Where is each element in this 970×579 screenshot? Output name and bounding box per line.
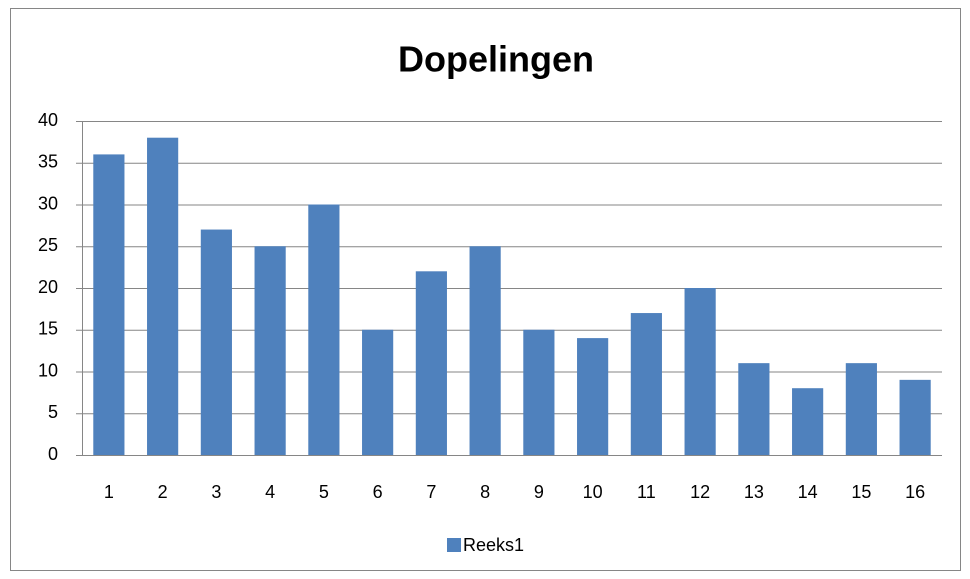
y-tick-label: 30 [38,193,58,213]
x-tick-label: 16 [905,482,925,502]
x-tick-label: 14 [798,482,818,502]
bar [684,288,716,455]
y-tick-label: 5 [48,402,58,422]
x-tick-label: 1 [104,482,114,502]
bar [523,329,555,455]
x-tick-label: 8 [480,482,490,502]
legend-label: Reeks1 [463,535,524,555]
bar [200,229,232,455]
y-tick-label: 15 [38,319,58,339]
y-tick-label: 10 [38,360,58,380]
bar [254,246,286,455]
bar [147,137,179,455]
bar [738,363,770,455]
bar [845,363,877,455]
x-tick-label: 7 [426,482,436,502]
x-tick-label: 15 [851,482,871,502]
bar [469,246,501,455]
bar [415,271,447,455]
legend-swatch [447,538,461,552]
chart-title: Dopelingen [398,39,594,80]
y-tick-label: 0 [48,444,58,464]
x-tick-label: 10 [583,482,603,502]
x-tick-label: 12 [690,482,710,502]
bar [308,204,340,455]
y-tick-label: 40 [38,110,58,130]
y-tick-label: 35 [38,152,58,172]
x-tick-label: 9 [534,482,544,502]
x-tick-label: 2 [158,482,168,502]
bar [630,313,662,455]
x-tick-label: 11 [637,482,656,502]
bar [577,338,609,455]
bar [93,154,125,455]
x-tick-label: 3 [211,482,221,502]
y-tick-label: 25 [38,235,58,255]
x-tick-label: 4 [265,482,275,502]
bar [362,329,394,455]
x-tick-label: 13 [744,482,764,502]
y-tick-label: 20 [38,277,58,297]
x-tick-label: 6 [373,482,383,502]
x-tick-label: 5 [319,482,329,502]
bar [899,379,931,455]
bar [792,388,824,455]
